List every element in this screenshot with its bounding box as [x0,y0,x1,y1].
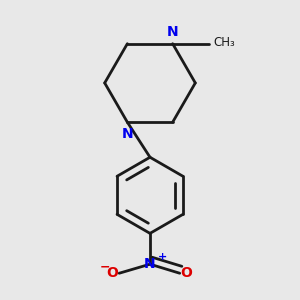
Text: +: + [158,252,167,262]
Text: O: O [106,266,118,280]
Text: N: N [144,257,156,271]
Text: −: − [99,260,110,273]
Text: CH₃: CH₃ [213,37,235,50]
Text: N: N [122,127,133,140]
Text: O: O [180,266,192,280]
Text: N: N [167,26,178,39]
